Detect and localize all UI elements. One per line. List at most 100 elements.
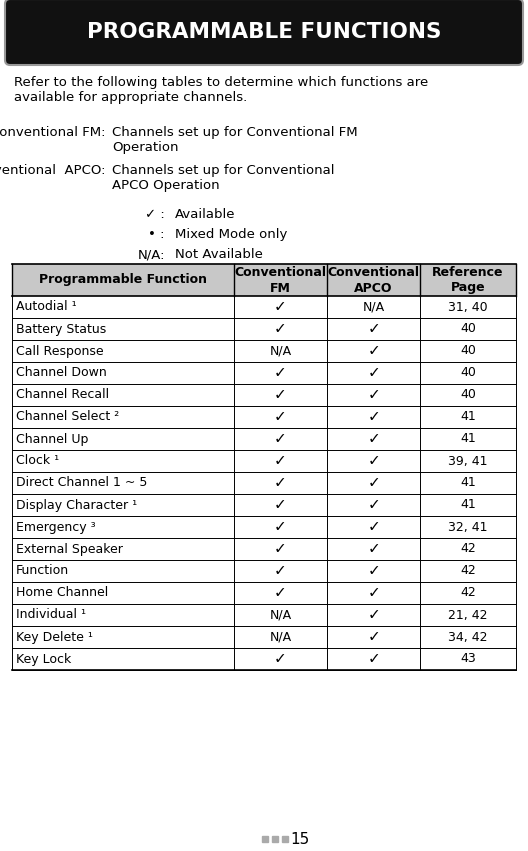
Text: 42: 42 xyxy=(460,586,476,599)
Text: Key Lock: Key Lock xyxy=(16,653,71,665)
Text: ✓: ✓ xyxy=(274,409,287,425)
Text: Conventional
APCO: Conventional APCO xyxy=(327,266,420,294)
Text: Programmable Function: Programmable Function xyxy=(39,273,207,287)
Text: ✓: ✓ xyxy=(274,563,287,579)
Text: ✓: ✓ xyxy=(367,541,380,557)
Text: 41: 41 xyxy=(460,477,476,489)
Text: 39, 41: 39, 41 xyxy=(448,454,488,467)
Text: ✓: ✓ xyxy=(367,519,380,534)
Text: ✓: ✓ xyxy=(367,563,380,579)
Text: Channel Select ²: Channel Select ² xyxy=(16,410,119,424)
Bar xyxy=(12,264,516,296)
Text: Not Available: Not Available xyxy=(175,248,263,261)
Text: Reference
Page: Reference Page xyxy=(432,266,504,294)
Text: Clock ¹: Clock ¹ xyxy=(16,454,59,467)
Text: 42: 42 xyxy=(460,542,476,556)
Bar xyxy=(12,318,516,340)
Text: ✓: ✓ xyxy=(274,365,287,380)
Text: Direct Channel 1 ~ 5: Direct Channel 1 ~ 5 xyxy=(16,477,147,489)
Text: PROGRAMMABLE FUNCTIONS: PROGRAMMABLE FUNCTIONS xyxy=(87,22,441,42)
Bar xyxy=(12,340,516,362)
Text: ✓: ✓ xyxy=(367,498,380,512)
Text: Conventional FM:: Conventional FM: xyxy=(0,126,105,139)
Text: ✓: ✓ xyxy=(367,387,380,403)
Text: Channel Down: Channel Down xyxy=(16,367,107,380)
Bar xyxy=(12,384,516,406)
Text: ✓: ✓ xyxy=(367,652,380,666)
Text: ✓: ✓ xyxy=(367,344,380,358)
Text: 21, 42: 21, 42 xyxy=(448,608,488,621)
Text: ✓: ✓ xyxy=(367,322,380,336)
Bar xyxy=(12,604,516,626)
Bar xyxy=(12,648,516,670)
Text: N/A: N/A xyxy=(269,608,291,621)
Text: ✓: ✓ xyxy=(274,387,287,403)
Text: Refer to the following tables to determine which functions are
available for app: Refer to the following tables to determi… xyxy=(14,76,428,104)
Text: 34, 42: 34, 42 xyxy=(448,631,488,643)
Text: 32, 41: 32, 41 xyxy=(448,521,488,534)
Text: ✓: ✓ xyxy=(274,652,287,666)
Text: • :: • : xyxy=(148,228,165,241)
Text: Channels set up for Conventional FM
Operation: Channels set up for Conventional FM Oper… xyxy=(112,126,357,154)
Text: N/A: N/A xyxy=(363,300,385,313)
Bar xyxy=(12,450,516,472)
Text: Mixed Mode only: Mixed Mode only xyxy=(175,228,287,241)
Text: ✓: ✓ xyxy=(367,476,380,490)
Text: Autodial ¹: Autodial ¹ xyxy=(16,300,77,313)
Text: ✓: ✓ xyxy=(367,431,380,447)
Text: Key Delete ¹: Key Delete ¹ xyxy=(16,631,93,643)
Text: 31, 40: 31, 40 xyxy=(448,300,488,313)
Text: ✓: ✓ xyxy=(367,630,380,644)
Bar xyxy=(282,836,288,842)
Text: N/A: N/A xyxy=(269,631,291,643)
Text: Available: Available xyxy=(175,208,235,221)
Bar xyxy=(12,538,516,560)
Bar xyxy=(12,516,516,538)
Text: 15: 15 xyxy=(290,831,309,847)
Text: ✓: ✓ xyxy=(367,608,380,622)
Text: Display Character ¹: Display Character ¹ xyxy=(16,499,137,511)
Text: Channels set up for Conventional
APCO Operation: Channels set up for Conventional APCO Op… xyxy=(112,164,335,192)
Text: Call Response: Call Response xyxy=(16,345,103,357)
Text: ✓: ✓ xyxy=(274,300,287,315)
Text: ✓: ✓ xyxy=(274,498,287,512)
Bar xyxy=(12,296,516,318)
Text: Function: Function xyxy=(16,564,69,578)
Text: ✓: ✓ xyxy=(274,585,287,601)
Text: Battery Status: Battery Status xyxy=(16,323,106,335)
Text: 43: 43 xyxy=(460,653,476,665)
Bar xyxy=(262,836,268,842)
Text: External Speaker: External Speaker xyxy=(16,542,123,556)
Text: N/A:: N/A: xyxy=(137,248,165,261)
Text: 41: 41 xyxy=(460,499,476,511)
Text: 42: 42 xyxy=(460,564,476,578)
Text: ✓: ✓ xyxy=(274,541,287,557)
Text: ✓: ✓ xyxy=(274,431,287,447)
Text: Channel Up: Channel Up xyxy=(16,432,88,446)
Text: Conventional  APCO:: Conventional APCO: xyxy=(0,164,105,177)
Text: 41: 41 xyxy=(460,432,476,446)
Text: ✓ :: ✓ : xyxy=(145,208,165,221)
Bar xyxy=(12,494,516,516)
Text: 40: 40 xyxy=(460,323,476,335)
Text: Channel Recall: Channel Recall xyxy=(16,389,109,402)
Text: ✓: ✓ xyxy=(367,585,380,601)
Text: ✓: ✓ xyxy=(367,409,380,425)
Text: Individual ¹: Individual ¹ xyxy=(16,608,86,621)
Text: N/A: N/A xyxy=(269,345,291,357)
Bar xyxy=(12,560,516,582)
Bar xyxy=(12,362,516,384)
Text: ✓: ✓ xyxy=(274,454,287,469)
Bar xyxy=(12,626,516,648)
Text: ✓: ✓ xyxy=(274,476,287,490)
Text: ✓: ✓ xyxy=(274,519,287,534)
Bar xyxy=(12,406,516,428)
Bar xyxy=(12,472,516,494)
Text: Conventional
FM: Conventional FM xyxy=(234,266,326,294)
FancyBboxPatch shape xyxy=(5,0,523,65)
Text: 40: 40 xyxy=(460,345,476,357)
Text: ✓: ✓ xyxy=(367,365,380,380)
Text: Emergency ³: Emergency ³ xyxy=(16,521,96,534)
Text: 40: 40 xyxy=(460,367,476,380)
Text: ✓: ✓ xyxy=(274,322,287,336)
